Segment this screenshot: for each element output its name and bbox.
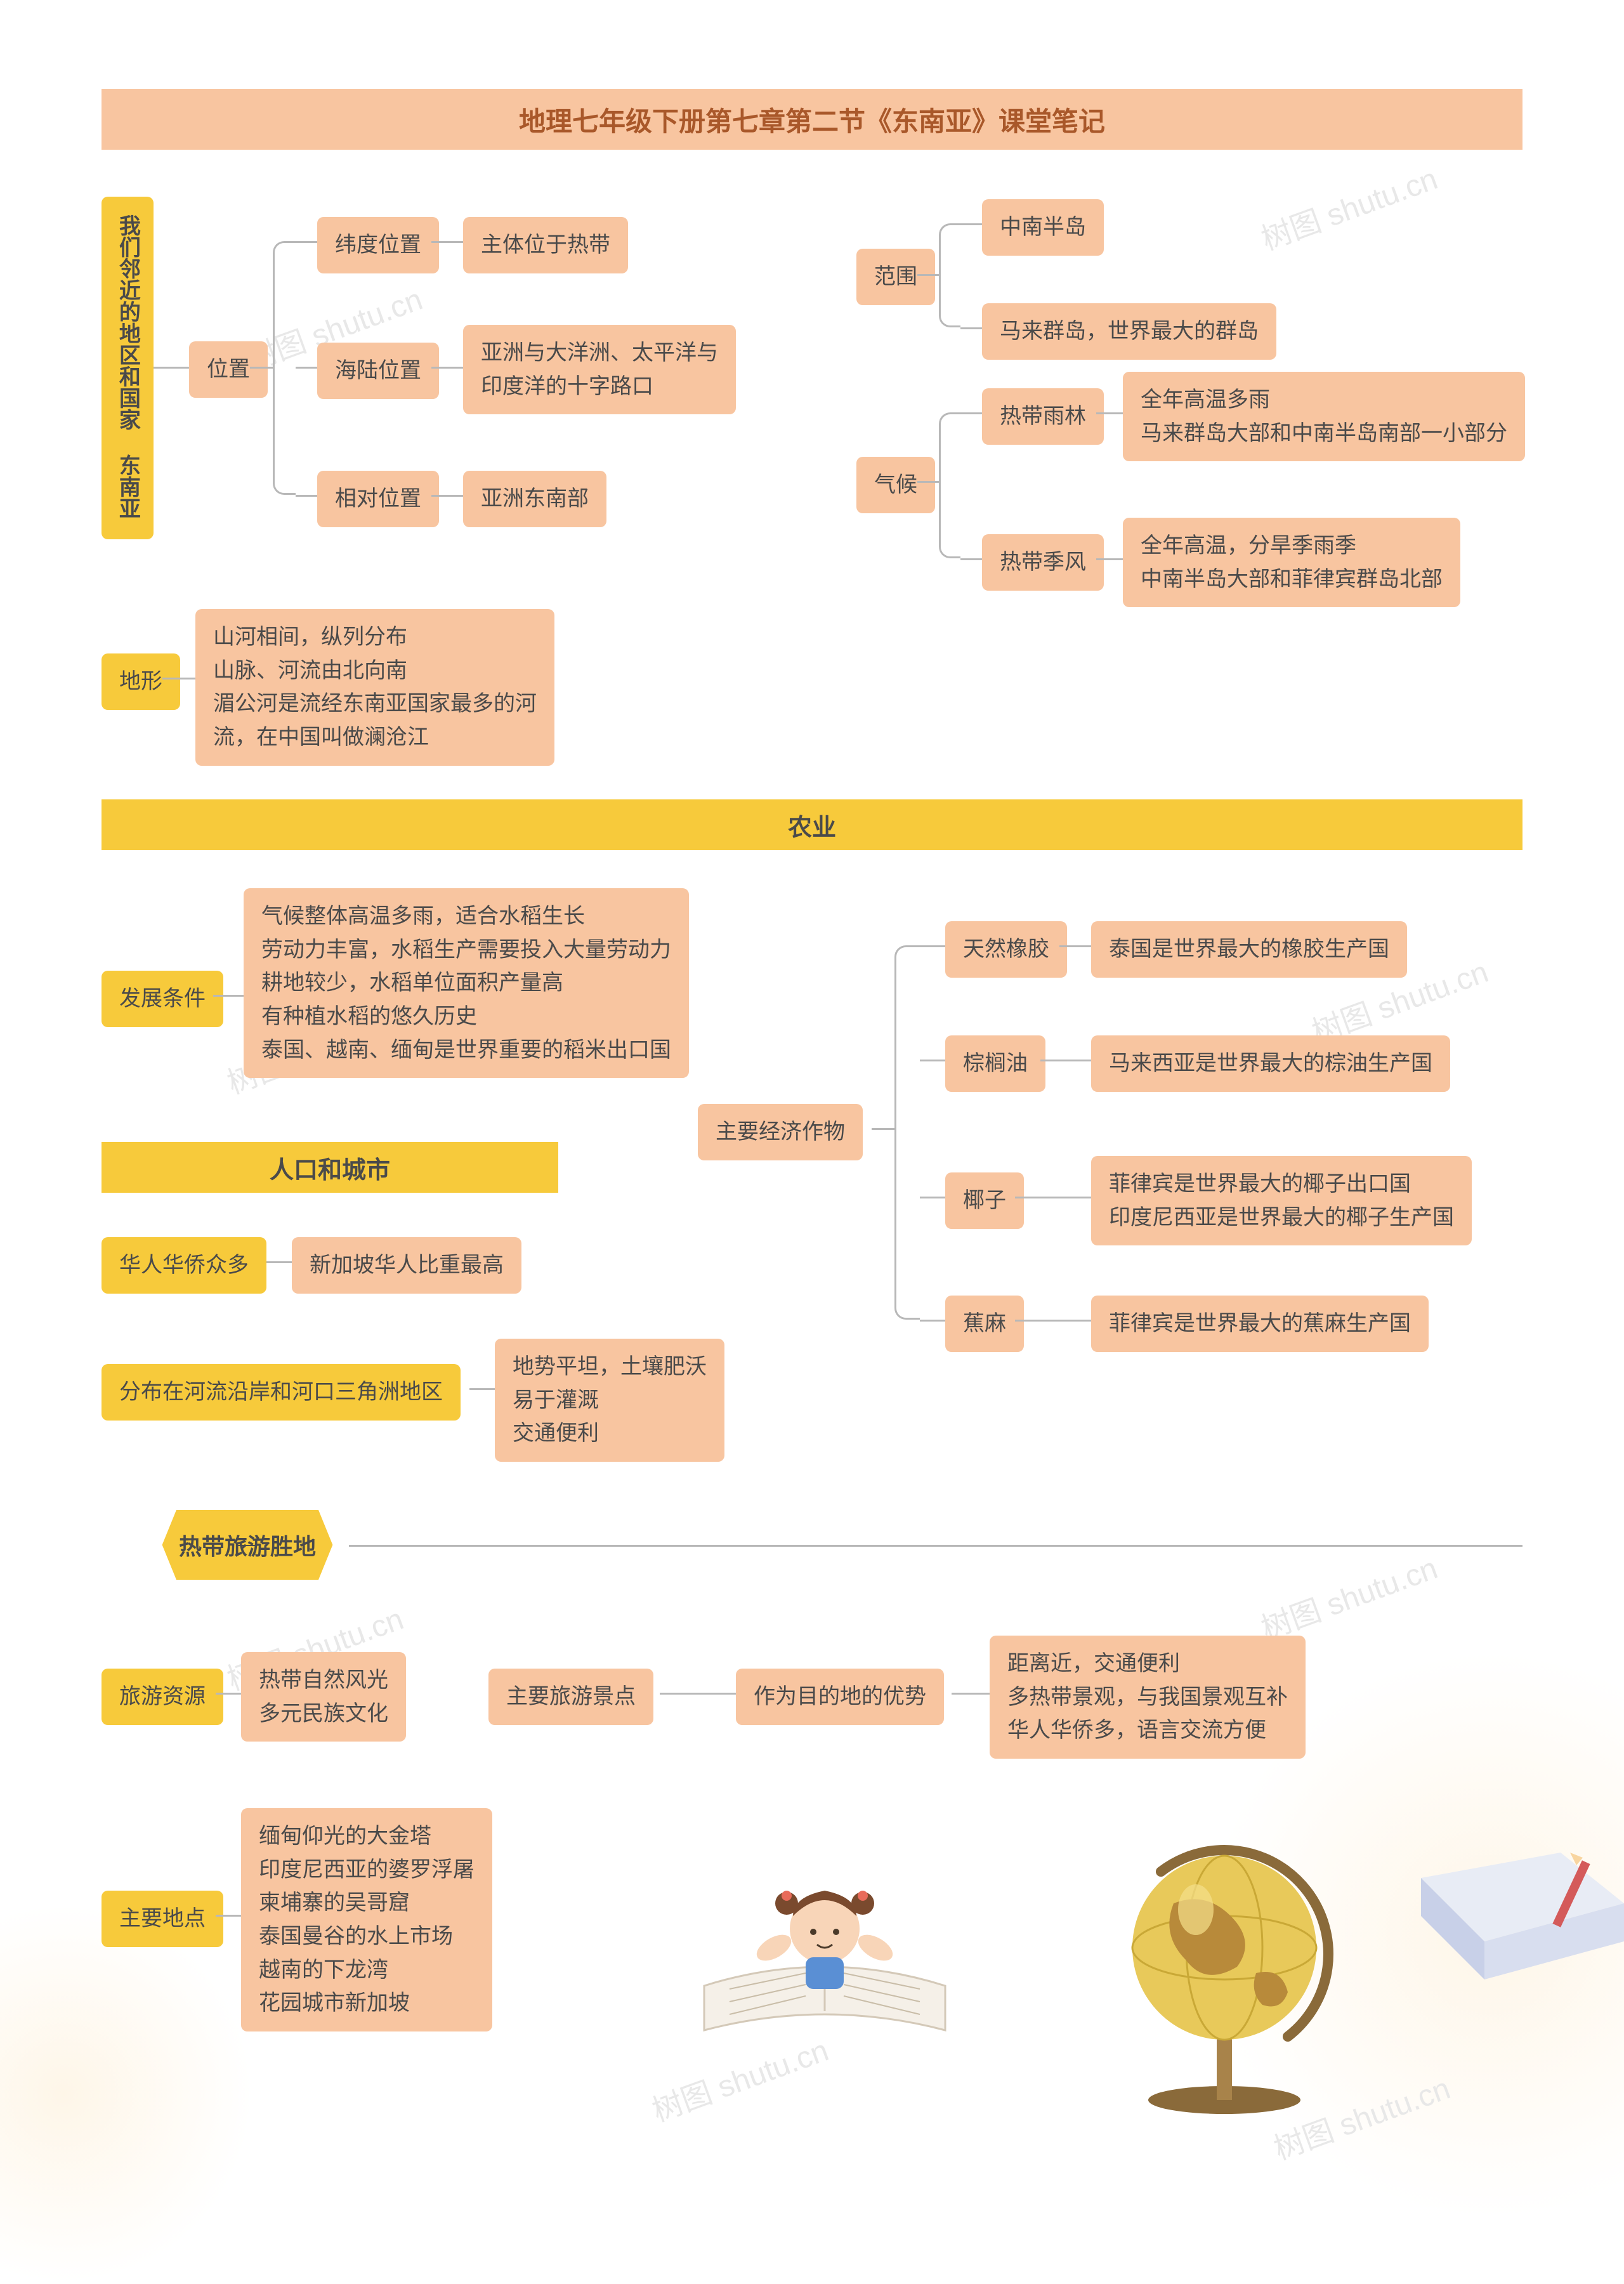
connector — [960, 327, 982, 329]
connector — [296, 241, 318, 243]
connector — [216, 1915, 241, 1917]
bracket — [273, 241, 296, 495]
node-adv: 作为目的地的优势 — [736, 1669, 944, 1725]
node-lat: 纬度位置 — [317, 217, 439, 273]
connector — [1096, 558, 1123, 560]
section-pop-title: 人口和城市 — [270, 1150, 390, 1185]
node-range-2: 马来群岛，世界最大的群岛 — [982, 303, 1276, 360]
node-terrain-d: 山河相间，纵列分布 山脉、河流由北向南 湄公河是流经东南亚国家最多的河 流，在中… — [195, 609, 554, 766]
node-rain: 热带雨林 — [982, 388, 1104, 445]
connector — [660, 1693, 736, 1695]
node-tour-res-d: 热带自然风光 多元民族文化 — [241, 1652, 406, 1742]
node-terrain: 地形 — [102, 653, 180, 710]
node-monsoon: 热带季风 — [982, 534, 1104, 591]
node-crops: 主要经济作物 — [698, 1104, 863, 1160]
connector — [250, 367, 273, 369]
connector — [960, 223, 982, 225]
page-title: 地理七年级下册第七章第二节《东南亚》课堂笔记 — [519, 100, 1105, 139]
node-location: 位置 — [189, 341, 268, 398]
watermark: 树图 shutu.cn — [1254, 154, 1443, 258]
node-climate: 气候 — [856, 457, 935, 513]
node-huaqiao: 华人华侨众多 — [102, 1237, 266, 1294]
connector — [1040, 1060, 1091, 1061]
node-rel: 相对位置 — [317, 471, 439, 527]
connector — [960, 412, 982, 414]
node-huaqiao-d: 新加坡华人比重最高 — [292, 1237, 521, 1294]
node-rel-d: 亚洲东南部 — [463, 471, 606, 527]
connector — [1059, 945, 1091, 947]
bg-blob — [0, 1903, 254, 2284]
connector — [349, 1545, 1522, 1547]
connector — [872, 1128, 894, 1130]
node-dist: 分布在河流沿岸和河口三角洲地区 — [102, 1364, 461, 1421]
node-range-1: 中南半岛 — [982, 199, 1104, 256]
node-places: 主要地点 — [102, 1891, 223, 1947]
crop-abaca: 蕉麻 — [945, 1296, 1024, 1352]
section-agri: 农业 — [102, 799, 1522, 850]
crop-abaca-d: 菲律宾是世界最大的蕉麻生产国 — [1091, 1296, 1429, 1352]
crop-coconut-d: 菲律宾是世界最大的椰子出口国 印度尼西亚是世界最大的椰子生产国 — [1091, 1156, 1472, 1245]
connector — [952, 1693, 990, 1695]
connector — [917, 481, 939, 483]
node-tour-res: 旅游资源 — [102, 1669, 223, 1725]
node-sea: 海陆位置 — [317, 343, 439, 399]
crop-coconut: 椰子 — [945, 1172, 1024, 1229]
node-range: 范围 — [856, 249, 935, 305]
connector — [162, 678, 195, 679]
connector — [213, 995, 244, 997]
deco-book — [1408, 1827, 1624, 1992]
node-spots: 主要旅游景点 — [488, 1669, 653, 1725]
bracket — [894, 945, 920, 1320]
node-rain-d: 全年高温多雨 马来群岛大部和中南半岛南部一小部分 — [1123, 372, 1525, 461]
crop-rubber: 天然橡胶 — [945, 921, 1067, 978]
bracket — [939, 223, 960, 327]
connector — [296, 367, 318, 369]
section-tourism: 热带旅游胜地 — [146, 1510, 349, 1580]
node-places-d: 缅甸仰光的大金塔 印度尼西亚的婆罗浮屠 柬埔寨的吴哥窟 泰国曼谷的水上市场 越南… — [241, 1808, 492, 2031]
deco-globe — [1091, 1789, 1358, 2119]
bracket — [939, 412, 960, 558]
connector — [920, 1197, 945, 1198]
section-agri-title: 农业 — [788, 808, 836, 843]
node-conditions-d: 气候整体高温多雨，适合水稻生长 劳动力丰富，水稻生产需要投入大量劳动力 耕地较少… — [244, 888, 689, 1078]
deco-child-reading — [679, 1821, 971, 2062]
title-bar: 地理七年级下册第七章第二节《东南亚》课堂笔记 — [102, 89, 1522, 150]
node-lat-d: 主体位于热带 — [463, 217, 628, 273]
node-adv-d: 距离近，交通便利 多热带景观，与我国景观互补 华人华侨多，语言交流方便 — [990, 1636, 1306, 1759]
connector — [431, 495, 463, 497]
tourism-title: 热带旅游胜地 — [179, 1528, 316, 1561]
connector — [154, 367, 189, 369]
connector — [920, 945, 945, 947]
connector — [469, 1388, 495, 1390]
crop-rubber-d: 泰国是世界最大的橡胶生产国 — [1091, 921, 1407, 978]
crop-palm: 棕榈油 — [945, 1035, 1045, 1092]
connector — [1015, 1197, 1091, 1198]
connector — [266, 1261, 292, 1263]
connector — [1015, 1320, 1091, 1322]
connector — [216, 1693, 241, 1695]
node-monsoon-d: 全年高温，分旱季雨季 中南半岛大部和菲律宾群岛北部 — [1123, 518, 1460, 607]
connector — [296, 495, 318, 497]
crop-palm-d: 马来西亚是世界最大的棕油生产国 — [1091, 1035, 1450, 1092]
connector — [960, 558, 982, 560]
connector — [431, 367, 463, 369]
connector — [917, 274, 939, 276]
section-pop: 人口和城市 — [102, 1142, 558, 1193]
node-sea-d: 亚洲与大洋洲、太平洋与 印度洋的十字路口 — [463, 325, 736, 414]
watermark: 树图 shutu.cn — [1254, 1543, 1443, 1648]
connector — [920, 1060, 945, 1061]
connector — [431, 241, 463, 243]
node-conditions: 发展条件 — [102, 971, 223, 1027]
node-dist-d: 地势平坦，土壤肥沃 易于灌溉 交通便利 — [495, 1339, 724, 1462]
connector — [1096, 412, 1123, 414]
root-node: 我们邻近的地区和国家 东南亚 — [102, 197, 154, 539]
connector — [920, 1320, 945, 1322]
